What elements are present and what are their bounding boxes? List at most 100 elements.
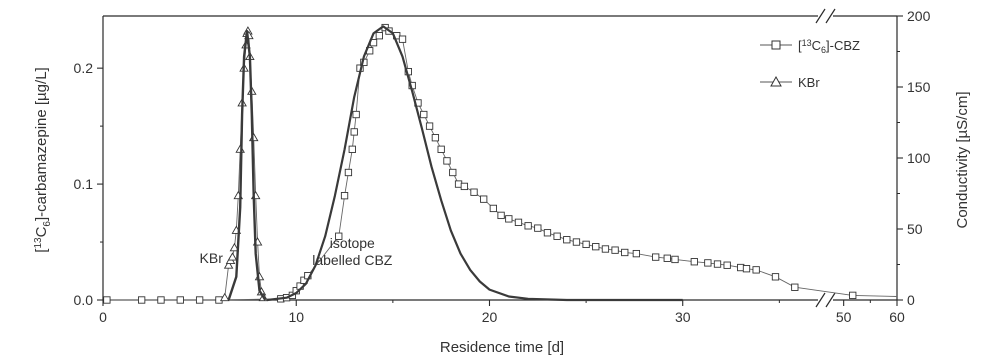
kbr-point bbox=[219, 292, 230, 302]
legend-label: [13C6]-CBZ bbox=[798, 38, 860, 55]
cbz-point bbox=[431, 134, 440, 142]
cbz-point bbox=[601, 245, 610, 253]
y-left-tick-label: 0.0 bbox=[74, 292, 94, 308]
cbz-point bbox=[543, 229, 552, 237]
cbz-point bbox=[103, 296, 111, 304]
series-layer bbox=[103, 23, 898, 304]
cbz-point bbox=[621, 248, 629, 257]
y-right-tick-label: 150 bbox=[907, 79, 931, 95]
legend-label-part: 6 bbox=[821, 45, 826, 55]
labels: Residence time [d] [13C6]-carbamazepine … bbox=[33, 67, 971, 356]
cbz-point bbox=[690, 258, 698, 266]
series-line-smooth bbox=[267, 25, 683, 302]
cbz-point bbox=[592, 243, 600, 251]
y-axis-left-label-part: ]-carbamazepine [µg/L] bbox=[33, 67, 50, 221]
cbz-point bbox=[460, 182, 469, 191]
x-tick-label: 10 bbox=[288, 309, 304, 325]
cbz-point bbox=[335, 232, 343, 240]
y-left-tick-label: 0.2 bbox=[74, 60, 94, 76]
y-axis-left-label: [13C6]-carbamazepine [µg/L] bbox=[33, 67, 53, 252]
cbz-point bbox=[497, 211, 505, 220]
cbz-point bbox=[437, 145, 445, 153]
cbz-point bbox=[742, 265, 751, 273]
kbr-point bbox=[227, 252, 238, 261]
cbz-point bbox=[663, 254, 671, 262]
cbz-point bbox=[534, 224, 542, 232]
cbz-point bbox=[176, 296, 184, 304]
cbz-point bbox=[671, 255, 679, 264]
x-tick-label: 30 bbox=[675, 309, 691, 325]
x-axis-label: Residence time [d] bbox=[440, 339, 564, 356]
x-tick-label: 0 bbox=[99, 309, 107, 325]
cbz-point bbox=[704, 259, 712, 267]
legend-square-marker bbox=[771, 40, 781, 50]
y-left-tick-label: 0.1 bbox=[74, 176, 94, 192]
y-right-tick-label: 0 bbox=[907, 292, 915, 308]
cbz-point bbox=[348, 145, 356, 153]
cbz-point bbox=[195, 296, 204, 304]
cbz-point bbox=[398, 35, 407, 43]
cbz-point bbox=[344, 168, 353, 177]
cbz-point bbox=[352, 110, 360, 119]
cbz-point bbox=[582, 240, 590, 249]
cbz-point bbox=[553, 232, 561, 240]
cbz-point bbox=[480, 195, 488, 203]
cbz-point bbox=[652, 253, 660, 261]
axes: 0 10 20 30 50 60 0.0 0.1 0.2 0 50 100 150 200 bbox=[74, 8, 931, 325]
cbz-point bbox=[713, 260, 722, 268]
y-right-tick-label: 200 bbox=[907, 8, 931, 24]
cbz-point bbox=[157, 296, 165, 304]
cbz-point bbox=[771, 273, 780, 281]
legend-label-part: ]-CBZ bbox=[826, 38, 860, 53]
kbr-point bbox=[223, 260, 234, 269]
cbz-point bbox=[849, 291, 857, 300]
cbz-point bbox=[340, 192, 349, 200]
cbz-point bbox=[723, 261, 731, 269]
legend-triangle-marker bbox=[770, 75, 782, 87]
y-axis-left-label-part: 13 bbox=[33, 237, 44, 249]
cbz-point bbox=[572, 238, 581, 246]
y-axis-left-label-part: C bbox=[33, 226, 50, 237]
cbz-point bbox=[449, 168, 457, 177]
y-right-tick-label: 50 bbox=[907, 221, 923, 237]
cbz-point bbox=[420, 110, 428, 119]
series-line-smooth bbox=[227, 29, 267, 301]
axis-break-mark bbox=[825, 8, 836, 24]
cbz-point bbox=[443, 157, 451, 165]
cbz-point bbox=[611, 246, 619, 254]
cbz-point bbox=[489, 204, 498, 213]
y-axis-left-label-part: [ bbox=[33, 248, 50, 253]
cbz-point bbox=[752, 266, 760, 274]
cbz-point bbox=[524, 222, 532, 230]
series-line-square bbox=[106, 26, 898, 301]
y-axis-left-label-part: 6 bbox=[42, 221, 53, 227]
cbz-point bbox=[350, 128, 358, 136]
cbz-point bbox=[514, 218, 523, 226]
legend-label-part: 13 bbox=[802, 38, 812, 48]
cbz-point bbox=[505, 215, 513, 223]
cbz-point bbox=[375, 32, 383, 40]
x-tick-label: 20 bbox=[482, 309, 498, 325]
cbz-point bbox=[470, 188, 478, 196]
axis-break-mark bbox=[815, 292, 826, 308]
legend-label-part: C bbox=[812, 38, 821, 53]
legend-label-part: [ bbox=[798, 38, 802, 53]
legend-label: KBr bbox=[798, 75, 820, 90]
x-tick-label: 50 bbox=[836, 309, 852, 325]
kbr-point bbox=[248, 132, 259, 142]
axis-break-mark bbox=[815, 8, 826, 24]
axis-break-mark bbox=[825, 292, 836, 308]
cbz-point bbox=[632, 249, 641, 258]
legend: [13C6]-CBZ KBr bbox=[760, 38, 860, 90]
cbz-point bbox=[137, 296, 146, 304]
annotation-isotope-cbz: labelled CBZ bbox=[312, 252, 393, 268]
y-axis-right-label: Conductivity [µS/cm] bbox=[954, 91, 971, 228]
cbz-point bbox=[563, 236, 571, 244]
kbr-point bbox=[229, 242, 240, 252]
annotation-kbr: KBr bbox=[200, 250, 224, 266]
cbz-point bbox=[791, 283, 799, 291]
annotation-isotope-cbz: isotope bbox=[330, 235, 375, 251]
